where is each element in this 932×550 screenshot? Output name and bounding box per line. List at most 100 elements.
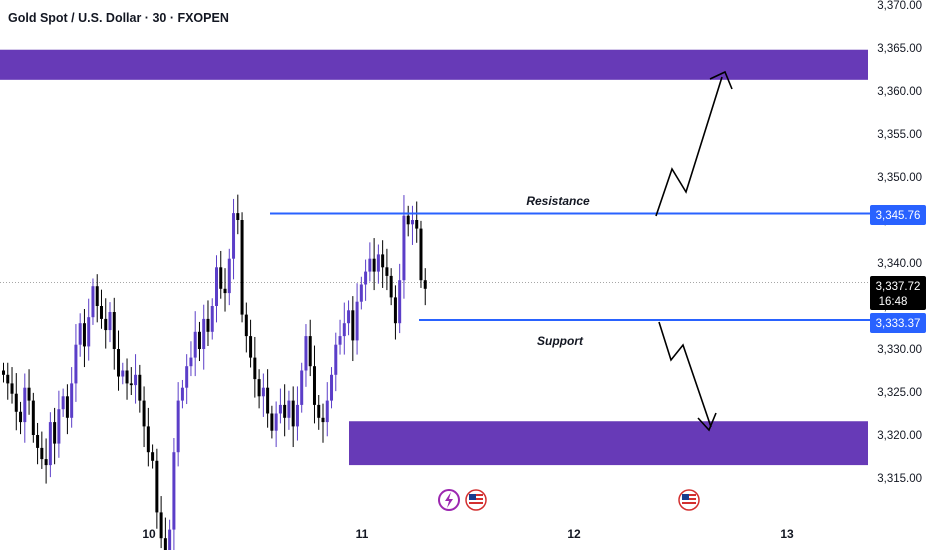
candle (10, 367, 14, 404)
x-tick-label: 12 (567, 527, 581, 541)
candle (206, 300, 210, 346)
candle (2, 362, 5, 383)
candle (14, 373, 18, 431)
candle (138, 364, 142, 413)
upper-target-zone (0, 49, 868, 80)
candle (189, 341, 193, 377)
candle (121, 362, 125, 385)
candle (142, 386, 146, 448)
candle (283, 384, 287, 437)
candle (180, 379, 184, 409)
us-flag-event-icon[interactable] (678, 489, 700, 511)
candle (338, 319, 342, 355)
candle (70, 367, 74, 428)
x-tick-label: 11 (356, 527, 369, 541)
candle (342, 302, 346, 355)
candle (368, 242, 372, 282)
bar-countdown-text: 16:48 (879, 296, 908, 308)
candle (19, 401, 23, 435)
candle (6, 362, 10, 400)
lightning-event-icon[interactable] (438, 489, 460, 511)
current-price-badge (870, 276, 926, 310)
candle (95, 274, 99, 323)
y-tick-label: 3,365.00 (877, 43, 922, 55)
candle (317, 395, 321, 430)
candle (312, 345, 316, 424)
candle (278, 388, 282, 424)
candle (159, 496, 163, 549)
candle (48, 412, 52, 478)
candle (257, 369, 261, 409)
bullish-scenario-arrow (655, 76, 723, 217)
candle (236, 194, 240, 235)
candle (295, 386, 299, 441)
candle (27, 369, 31, 415)
candle (210, 298, 214, 340)
candle (61, 388, 65, 417)
candle (321, 403, 325, 443)
us-flag-event-icon[interactable] (465, 489, 487, 511)
current-price-text: 3,337.72 (876, 281, 921, 293)
candle (300, 362, 304, 413)
y-tick-label: 3,325.00 (877, 387, 922, 399)
candle (112, 297, 116, 370)
candle (155, 448, 159, 529)
candle (53, 407, 57, 465)
candle (359, 276, 363, 310)
candle (44, 438, 48, 484)
y-tick-label: 3,315.00 (877, 473, 922, 485)
x-tick-label: 10 (142, 527, 156, 541)
candle (108, 302, 112, 343)
candle (104, 298, 108, 349)
candle (87, 298, 91, 361)
y-tick-label: 3,360.00 (877, 86, 922, 98)
candle (402, 195, 406, 299)
candle (23, 373, 27, 443)
candle (372, 238, 376, 291)
candle (266, 369, 270, 428)
candle (325, 382, 329, 437)
support-label: Support (537, 334, 584, 348)
candle (31, 392, 35, 443)
candle (223, 268, 227, 312)
candle (219, 250, 223, 299)
bullish-arrow-head (709, 70, 733, 90)
candle (253, 336, 257, 398)
candle (117, 330, 121, 391)
candle (57, 390, 61, 458)
candle (406, 205, 410, 237)
candle (232, 198, 236, 280)
candle (249, 319, 253, 368)
candle (125, 358, 129, 400)
candle (40, 431, 44, 469)
candle (185, 354, 189, 405)
candle (202, 304, 206, 370)
resistance-price-text: 3,345.76 (876, 210, 921, 222)
candle (134, 354, 138, 404)
candle (308, 319, 312, 377)
candle (376, 244, 380, 284)
candle (261, 373, 265, 417)
candle (410, 205, 414, 245)
candle (172, 438, 176, 550)
candle (355, 283, 359, 355)
candle (215, 255, 218, 323)
y-tick-label: 3,355.00 (877, 129, 922, 141)
candle (193, 311, 197, 377)
candle (351, 296, 355, 362)
x-tick-label: 13 (780, 527, 794, 541)
chart-title: Gold Spot / U.S. Dollar · 30 · FXOPEN (8, 11, 229, 25)
bearish-scenario-arrow (658, 321, 712, 428)
candle (398, 263, 402, 334)
candle (423, 268, 427, 306)
candle (146, 407, 150, 467)
candle (129, 367, 133, 396)
candle (91, 278, 95, 325)
candle (65, 384, 69, 435)
candle (287, 390, 291, 430)
candle (168, 519, 172, 550)
candle (36, 422, 40, 465)
candle (291, 386, 295, 448)
candle (393, 285, 397, 340)
